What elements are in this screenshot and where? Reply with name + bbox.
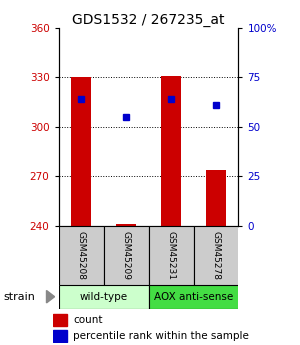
Text: percentile rank within the sample: percentile rank within the sample xyxy=(73,331,249,341)
Bar xyxy=(116,224,136,226)
Bar xyxy=(148,226,194,285)
Text: GSM45278: GSM45278 xyxy=(212,231,220,280)
Bar xyxy=(52,314,67,326)
Bar xyxy=(161,76,181,226)
Bar xyxy=(58,285,148,309)
Bar xyxy=(52,330,67,342)
Text: GSM45209: GSM45209 xyxy=(122,231,130,280)
Text: GSM45231: GSM45231 xyxy=(167,231,176,280)
Bar xyxy=(103,226,148,285)
Bar xyxy=(148,285,238,309)
Bar xyxy=(71,77,91,226)
Text: strain: strain xyxy=(3,292,35,302)
Title: GDS1532 / 267235_at: GDS1532 / 267235_at xyxy=(72,12,225,27)
Text: GSM45208: GSM45208 xyxy=(76,231,85,280)
Text: wild-type: wild-type xyxy=(80,292,128,302)
Bar xyxy=(206,170,226,226)
Text: AOX anti-sense: AOX anti-sense xyxy=(154,292,233,302)
Text: count: count xyxy=(73,315,102,325)
Bar xyxy=(58,226,104,285)
Bar xyxy=(194,226,238,285)
